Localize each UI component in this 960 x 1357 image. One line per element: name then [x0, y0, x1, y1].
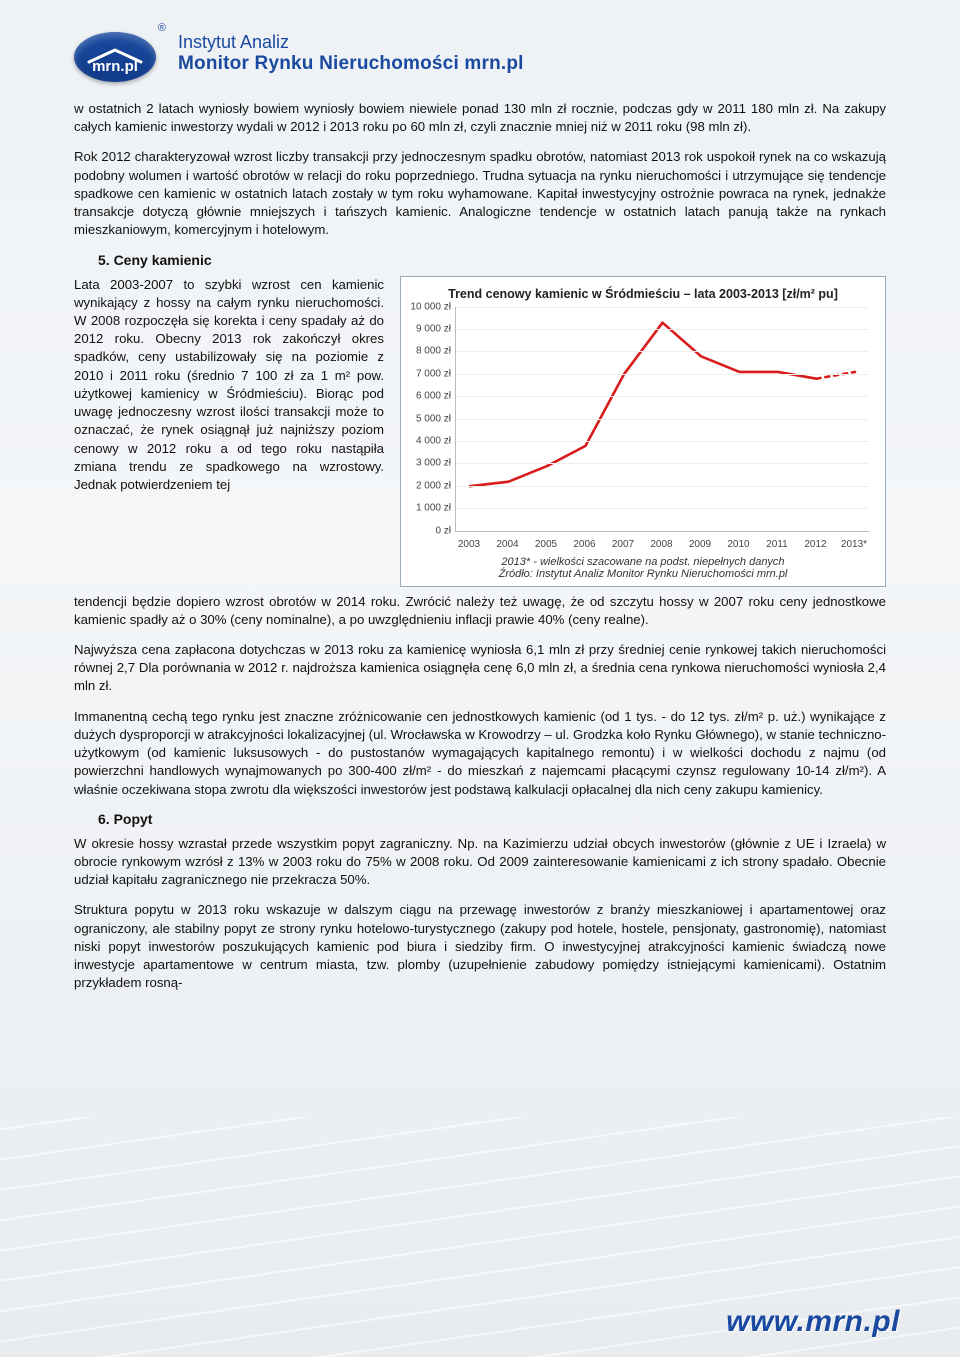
x-tick-label: 2009: [689, 539, 711, 550]
page: mrn.pl ® Instytut Analiz Monitor Rynku N…: [0, 0, 960, 1084]
header: mrn.pl ® Instytut Analiz Monitor Rynku N…: [74, 24, 886, 82]
y-tick-label: 7 000 zł: [416, 368, 451, 379]
gridline: [456, 508, 869, 509]
y-tick-label: 3 000 zł: [416, 458, 451, 469]
paragraph: W okresie hossy wzrastał przede wszystki…: [74, 835, 886, 890]
footer-url: www.mrn.pl: [726, 1305, 900, 1339]
header-line1: Instytut Analiz: [178, 32, 524, 53]
paragraph: Lata 2003-2007 to szybki wzrost cen kami…: [74, 276, 384, 495]
gridline: [456, 419, 869, 420]
gridline: [456, 307, 869, 308]
section-heading: 5. Ceny kamienic: [98, 252, 886, 268]
x-tick-label: 2004: [496, 539, 518, 550]
logo-ellipse: mrn.pl: [74, 32, 156, 82]
x-tick-label: 2006: [573, 539, 595, 550]
paragraph: Najwyższa cena zapłacona dotychczas w 20…: [74, 641, 886, 696]
y-tick-label: 10 000 zł: [410, 301, 451, 312]
gridline: [456, 351, 869, 352]
y-tick-label: 8 000 zł: [416, 346, 451, 357]
gridline: [456, 441, 869, 442]
gridline: [456, 396, 869, 397]
gridline: [456, 463, 869, 464]
y-tick-label: 6 000 zł: [416, 391, 451, 402]
x-tick-label: 2003: [458, 539, 480, 550]
x-tick-label: 2007: [612, 539, 634, 550]
logo-text: mrn.pl: [92, 58, 138, 75]
price-trend-chart: Trend cenowy kamienic w Śródmieściu – la…: [400, 276, 886, 587]
paragraph: Rok 2012 charakteryzował wzrost liczby t…: [74, 148, 886, 239]
y-axis: 0 zł1 000 zł2 000 zł3 000 zł4 000 zł5 00…: [411, 307, 455, 532]
two-column: Lata 2003-2007 to szybki wzrost cen kami…: [74, 276, 886, 587]
chart-source: Źródło: Instytut Analiz Monitor Rynku Ni…: [411, 568, 875, 580]
left-column: Lata 2003-2007 to szybki wzrost cen kami…: [74, 276, 384, 587]
y-tick-label: 0 zł: [435, 525, 451, 536]
y-tick-label: 9 000 zł: [416, 323, 451, 334]
y-tick-label: 1 000 zł: [416, 503, 451, 514]
chart-area: 0 zł1 000 zł2 000 zł3 000 zł4 000 zł5 00…: [455, 307, 875, 552]
x-tick-label: 2012: [804, 539, 826, 550]
gridline: [456, 486, 869, 487]
x-tick-label: 2013*: [841, 539, 867, 550]
body: w ostatnich 2 latach wyniosły bowiem wyn…: [74, 100, 886, 992]
x-tick-label: 2008: [650, 539, 672, 550]
section-heading: 6. Popyt: [98, 811, 886, 827]
gridline: [456, 374, 869, 375]
header-line2: Monitor Rynku Nieruchomości mrn.pl: [178, 53, 524, 75]
logo: mrn.pl ®: [74, 24, 160, 82]
plot-area: [455, 307, 869, 532]
y-tick-label: 5 000 zł: [416, 413, 451, 424]
chart-caption: 2013* - wielkości szacowane na podst. ni…: [411, 556, 875, 568]
gridline: [456, 329, 869, 330]
chart-title: Trend cenowy kamienic w Śródmieściu – la…: [411, 287, 875, 301]
paragraph: tendencji będzie dopiero wzrost obrotów …: [74, 593, 886, 629]
paragraph: w ostatnich 2 latach wyniosły bowiem wyn…: [74, 100, 886, 136]
x-tick-label: 2010: [727, 539, 749, 550]
registered-icon: ®: [158, 22, 166, 34]
x-tick-label: 2011: [766, 539, 788, 550]
paragraph: Immanentną cechą tego rynku jest znaczne…: [74, 708, 886, 799]
y-tick-label: 4 000 zł: [416, 435, 451, 446]
y-tick-label: 2 000 zł: [416, 480, 451, 491]
x-axis: 2003 2004 2005 2006 2007 2008 2009 2010 2011 2012…: [455, 532, 869, 552]
x-tick-label: 2005: [535, 539, 557, 550]
header-text: Instytut Analiz Monitor Rynku Nieruchomo…: [178, 32, 524, 75]
paragraph: Struktura popytu w 2013 roku wskazuje w …: [74, 901, 886, 992]
